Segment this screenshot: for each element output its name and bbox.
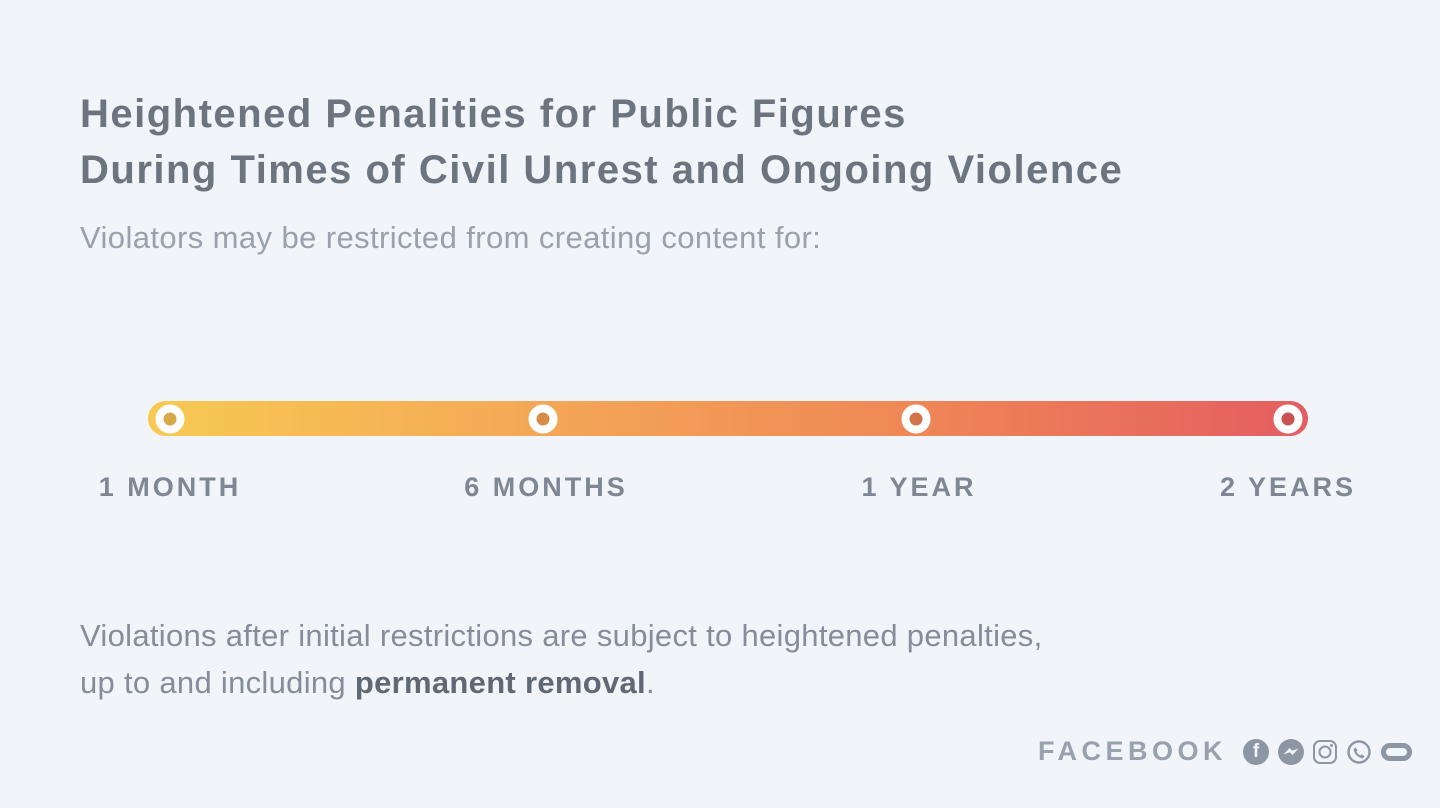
page-title-line2: During Times of Civil Unrest and Ongoing… <box>80 148 1124 192</box>
timeline-marker-2-years <box>1273 404 1303 433</box>
instagram-lens <box>1318 745 1332 758</box>
page-title-line1: Heightened Penalities for Public Figures <box>80 92 907 136</box>
footnote-line2-suffix: . <box>645 665 655 700</box>
timeline-bar <box>148 401 1308 436</box>
whatsapp-icon <box>1346 739 1372 765</box>
footnote-bold-phrase: permanent removal <box>354 665 646 700</box>
footnote-line1: Violations after initial restrictions ar… <box>80 618 1043 653</box>
facebook-wordmark: FACEBOOK <box>1037 736 1227 766</box>
oculus-icon <box>1381 742 1412 761</box>
timeline-marker-6-months <box>528 404 558 433</box>
tick-label-6-months: 6 MONTHS <box>464 472 628 502</box>
instagram-dot <box>1330 743 1333 747</box>
footnote: Violations after initial restrictions ar… <box>80 612 1043 706</box>
footnote-line2-prefix: up to and including <box>80 665 355 700</box>
social-icons: f <box>1243 738 1412 765</box>
timeline-marker-1-year <box>901 404 931 433</box>
tick-label-2-years: 2 YEARS <box>1219 472 1357 502</box>
page-title: Heightened Penalities for Public Figures… <box>80 86 1123 198</box>
tick-label-1-month: 1 MONTH <box>98 472 242 502</box>
timeline-marker-1-month <box>155 404 185 433</box>
messenger-icon <box>1278 738 1304 765</box>
subtitle: Violators may be restricted from creatin… <box>80 220 822 255</box>
facebook-icon: f <box>1243 738 1269 765</box>
footer: FACEBOOK f <box>1038 736 1412 767</box>
tick-label-1-year: 1 YEAR <box>861 472 977 502</box>
instagram-icon <box>1313 739 1337 764</box>
